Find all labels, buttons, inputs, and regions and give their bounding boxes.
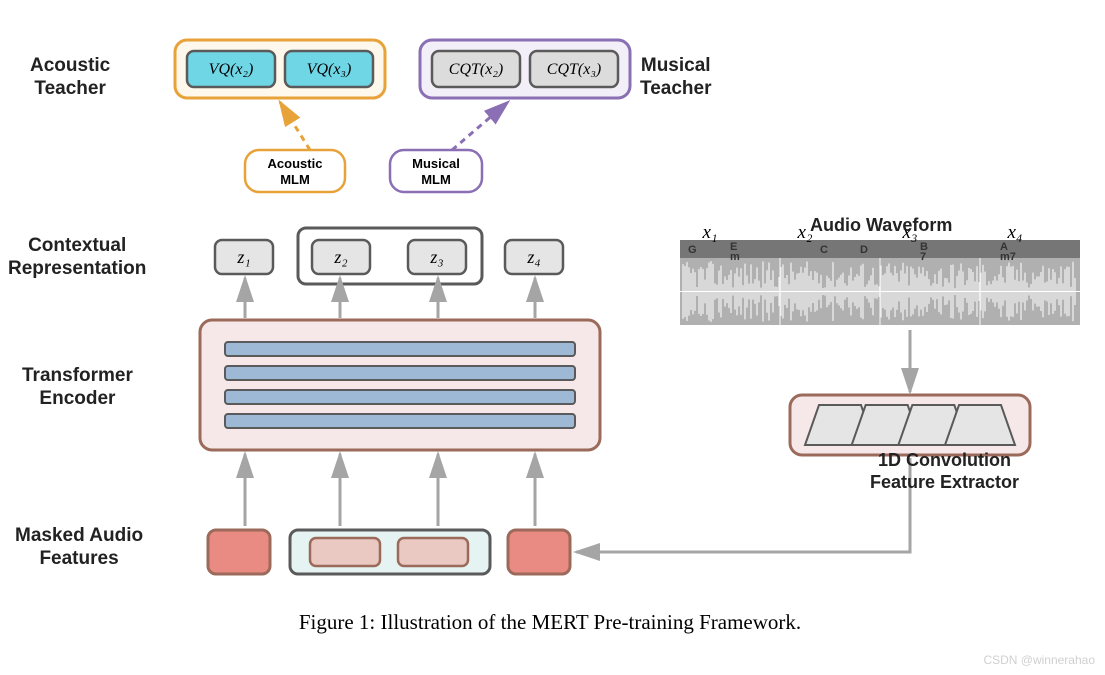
z-group-outline — [298, 228, 482, 284]
masked-feature-inner-1 — [310, 538, 380, 566]
conv-extractor-label: 1D ConvolutionFeature Extractor — [870, 450, 1019, 493]
svg-text:MLM: MLM — [280, 172, 310, 187]
conv-extractor-box — [790, 395, 1030, 455]
z-box-4 — [505, 240, 563, 274]
audio-waveform-label: Audio Waveform — [810, 215, 952, 237]
contextual-representation-label: ContextualRepresentation — [8, 235, 146, 281]
musical-teacher-box — [420, 40, 630, 98]
z-box-1 — [215, 240, 273, 274]
acoustic-teacher-box — [175, 40, 385, 98]
musical-teacher-label: MusicalTeacher — [640, 55, 711, 101]
x-label-4: x₄ — [1006, 222, 1022, 243]
svg-text:z₂: z₂ — [333, 247, 347, 267]
masked-feature-teal — [290, 530, 490, 574]
svg-text:m7: m7 — [1000, 251, 1016, 263]
svg-text:A: A — [1000, 241, 1008, 253]
svg-text:m: m — [730, 251, 740, 263]
z-box-3 — [408, 240, 466, 274]
svg-text:MLM: MLM — [421, 172, 451, 187]
acoustic-mlm-pill — [245, 150, 345, 192]
svg-text:7: 7 — [920, 251, 926, 263]
svg-text:Acoustic: Acoustic — [268, 156, 323, 171]
masked-feature-inner-2 — [398, 538, 468, 566]
transformer-encoder-label: TransformerEncoder — [22, 365, 133, 411]
acoustic-teacher-label: AcousticTeacher — [30, 55, 110, 101]
musical-mlm-pill — [390, 150, 482, 192]
svg-text:D: D — [860, 244, 868, 256]
svg-text:E: E — [730, 241, 737, 253]
svg-text:B: B — [920, 241, 928, 253]
svg-text:C: C — [820, 244, 828, 256]
svg-text:CQT(x₃): CQT(x₃) — [547, 61, 601, 78]
watermark: CSDN @winnerahao — [983, 653, 1095, 667]
figure-caption: Figure 1: Illustration of the MERT Pre-t… — [200, 610, 900, 635]
svg-text:CQT(x₂): CQT(x₂) — [449, 61, 503, 78]
svg-text:Musical: Musical — [412, 156, 460, 171]
masked-audio-label: Masked AudioFeatures — [15, 525, 143, 571]
waveform-bg — [680, 240, 1080, 325]
svg-layer: VQ(x₂)VQ(x₃)CQT(x₂)CQT(x₃)AcousticMLMMus… — [0, 0, 1105, 675]
svg-text:z₁: z₁ — [236, 247, 250, 267]
svg-text:VQ(x₃): VQ(x₃) — [307, 61, 352, 78]
masked-feature-red-1 — [208, 530, 270, 574]
conv-to-masked-arrow — [576, 458, 910, 552]
transformer-encoder-box — [200, 320, 600, 450]
svg-text:VQ(x₂): VQ(x₂) — [209, 61, 254, 78]
x-label-1: x₁ — [701, 222, 717, 243]
svg-text:G: G — [688, 244, 697, 256]
svg-text:z₄: z₄ — [526, 247, 540, 267]
svg-text:z₃: z₃ — [429, 247, 443, 267]
masked-feature-red-2 — [508, 530, 570, 574]
z-box-2 — [312, 240, 370, 274]
